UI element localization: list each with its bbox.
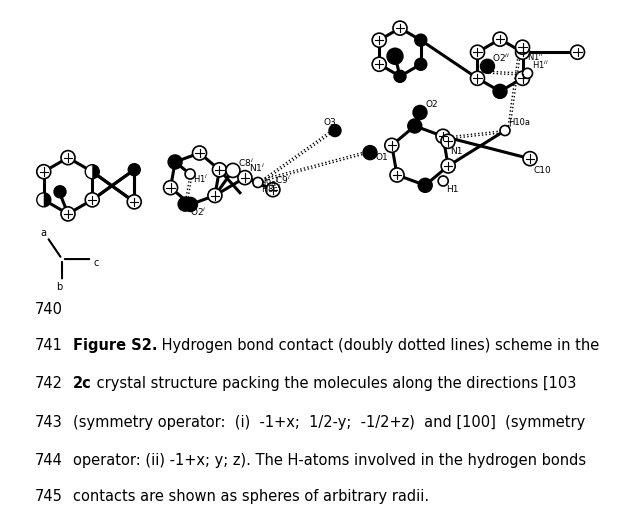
Text: b: b	[56, 282, 62, 292]
Text: 740: 740	[35, 302, 63, 317]
Circle shape	[470, 71, 484, 85]
Text: H10a: H10a	[508, 118, 530, 127]
Circle shape	[164, 180, 178, 194]
Circle shape	[415, 34, 427, 46]
Circle shape	[385, 138, 399, 152]
Circle shape	[178, 197, 192, 211]
Text: (symmetry operator:  (i)  -1+x;  1/2-y;  -1/2+z)  and [100]  (symmetry: (symmetry operator: (i) -1+x; 1/2-y; -1/…	[73, 415, 585, 430]
Circle shape	[418, 178, 432, 192]
Circle shape	[183, 198, 197, 212]
Circle shape	[436, 129, 450, 144]
Circle shape	[37, 165, 51, 179]
Text: operator: (ii) -1+x; y; z). The H-atoms involved in the hydrogen bonds: operator: (ii) -1+x; y; z). The H-atoms …	[73, 453, 586, 468]
Circle shape	[571, 45, 585, 59]
Text: 743: 743	[35, 415, 63, 430]
Text: H1: H1	[446, 185, 458, 193]
Text: N1: N1	[450, 147, 462, 156]
Circle shape	[128, 164, 140, 176]
Circle shape	[523, 152, 537, 166]
Circle shape	[390, 168, 404, 182]
Text: O3: O3	[323, 118, 336, 127]
Text: 741: 741	[35, 338, 63, 353]
Circle shape	[408, 119, 422, 133]
Circle shape	[493, 32, 507, 46]
Text: O2$^{i}$: O2$^{i}$	[190, 206, 207, 218]
Text: Hydrogen bond contact (doubly dotted lines) scheme in the: Hydrogen bond contact (doubly dotted lin…	[157, 338, 600, 353]
Text: 744: 744	[35, 453, 63, 468]
Text: H8c$^{i}$: H8c$^{i}$	[261, 183, 281, 194]
Text: N1$^{i}$: N1$^{i}$	[249, 161, 265, 174]
Circle shape	[85, 165, 100, 179]
Circle shape	[515, 40, 529, 54]
Text: O2: O2	[425, 100, 437, 109]
Circle shape	[481, 59, 495, 73]
Circle shape	[329, 124, 341, 137]
Circle shape	[493, 84, 507, 98]
Circle shape	[266, 183, 280, 197]
Circle shape	[85, 193, 100, 207]
Text: 745: 745	[35, 489, 63, 504]
Text: a: a	[40, 228, 46, 238]
Circle shape	[226, 163, 240, 177]
Circle shape	[393, 21, 407, 35]
Circle shape	[438, 176, 448, 186]
Text: crystal structure packing the molecules along the directions [103: crystal structure packing the molecules …	[92, 376, 576, 392]
Text: contacts are shown as spheres of arbitrary radii.: contacts are shown as spheres of arbitra…	[73, 489, 429, 504]
Text: H1$^{i}$: H1$^{i}$	[193, 173, 209, 185]
Text: O2$^{ii}$: O2$^{ii}$	[493, 52, 511, 64]
Circle shape	[168, 155, 182, 169]
Polygon shape	[44, 193, 51, 207]
Polygon shape	[93, 165, 100, 179]
Circle shape	[193, 146, 207, 160]
Circle shape	[61, 151, 75, 165]
Text: C9$^{i}$: C9$^{i}$	[275, 174, 291, 186]
Circle shape	[500, 125, 510, 136]
Circle shape	[515, 71, 529, 85]
Circle shape	[415, 58, 427, 70]
Text: O1: O1	[375, 153, 388, 162]
Text: 742: 742	[35, 376, 63, 392]
Circle shape	[387, 48, 403, 64]
Circle shape	[61, 207, 75, 221]
Circle shape	[470, 45, 484, 59]
Circle shape	[238, 171, 252, 185]
Circle shape	[441, 159, 455, 173]
Text: H1$^{ii}$: H1$^{ii}$	[531, 59, 548, 71]
Circle shape	[441, 134, 455, 148]
Circle shape	[394, 70, 406, 82]
Circle shape	[515, 45, 529, 59]
Text: C8$^{i}$: C8$^{i}$	[238, 156, 254, 168]
Circle shape	[37, 193, 51, 207]
Circle shape	[363, 146, 377, 160]
Circle shape	[372, 57, 386, 71]
Circle shape	[413, 106, 427, 120]
Circle shape	[522, 68, 533, 79]
Text: N1$^{ii}$: N1$^{ii}$	[526, 51, 543, 63]
Circle shape	[127, 195, 141, 209]
Circle shape	[253, 177, 263, 188]
Text: H9a$^{i}$: H9a$^{i}$	[259, 176, 280, 189]
Circle shape	[208, 188, 222, 203]
Circle shape	[54, 186, 66, 198]
Text: Figure S2.: Figure S2.	[73, 338, 157, 353]
Circle shape	[212, 163, 226, 177]
Circle shape	[372, 33, 386, 47]
Text: 2c: 2c	[73, 376, 92, 392]
Text: c: c	[94, 258, 100, 268]
Text: C10: C10	[534, 166, 552, 175]
Circle shape	[185, 169, 195, 179]
